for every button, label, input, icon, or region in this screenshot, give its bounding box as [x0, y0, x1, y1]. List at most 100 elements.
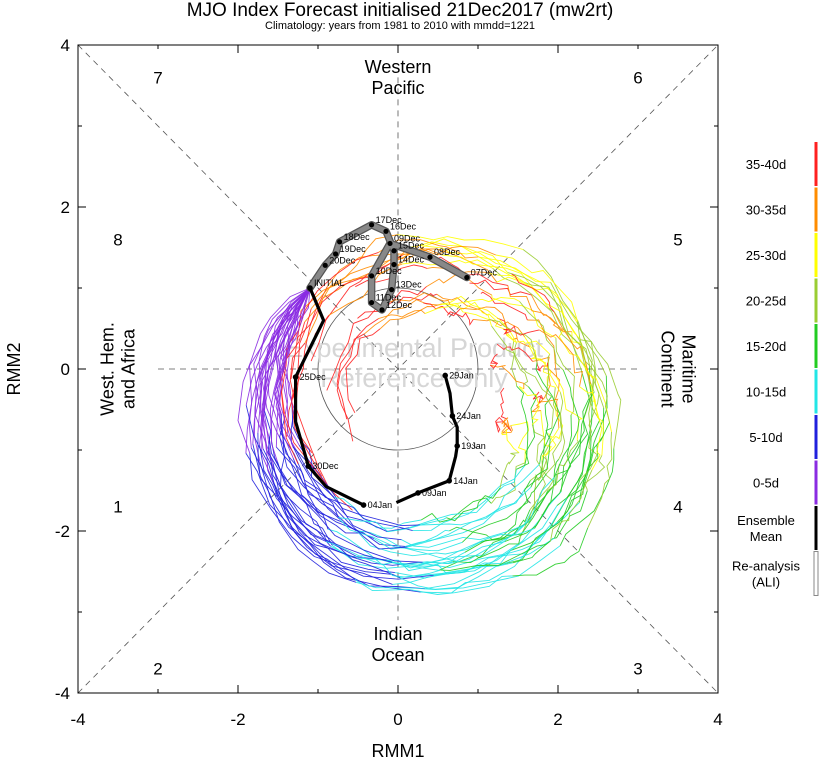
reanalysis-point — [379, 307, 385, 313]
ensemble-member-segment — [386, 292, 451, 305]
ensemble-member-segment — [488, 319, 538, 363]
ensemble-member-segment — [252, 443, 357, 583]
ensemble-member-segment — [252, 287, 311, 444]
ensemble-mean-point — [446, 477, 453, 484]
reanalysis-date-label: 15Dec — [398, 241, 425, 251]
ensemble-member-segment — [290, 408, 341, 520]
legend-label: (ALI) — [752, 575, 780, 590]
ensemble-member-segment — [579, 379, 598, 481]
reanalysis-date-label: INITIAL — [314, 278, 345, 288]
ensemble-member-segment — [255, 287, 311, 471]
chart-subtitle: Climatology: years from 1981 to 2010 wit… — [265, 20, 535, 32]
ensemble-member-segment — [557, 420, 601, 523]
reanalysis-point — [369, 273, 375, 279]
ensemble-member-segment — [273, 287, 311, 415]
ensemble-member-segment — [501, 417, 509, 433]
ensemble-member-segment — [529, 455, 549, 511]
ensemble-member-segment — [378, 309, 426, 320]
ensemble-member-segment — [522, 249, 607, 376]
ensemble-member-segment — [280, 413, 339, 518]
ensemble-member-segment — [267, 470, 421, 593]
phase-number: 6 — [633, 68, 642, 87]
ensemble-member-segment — [491, 295, 557, 339]
ensemble-member-segment — [283, 287, 311, 420]
ensemble-member-segment — [338, 516, 447, 533]
x-tick-label: 0 — [393, 710, 402, 729]
ensemble-member-segment — [392, 527, 535, 566]
reanalysis-point — [322, 262, 328, 268]
x-tick-label: -4 — [70, 710, 85, 729]
ensemble-member-segment — [555, 337, 575, 416]
ensemble-member-segment — [378, 239, 479, 259]
ensemble-member-segment — [402, 259, 493, 269]
ensemble-member-segment — [558, 330, 612, 433]
reanalysis-date-label: 17Dec — [376, 215, 403, 225]
ensemble-member-segment — [253, 287, 311, 462]
ensemble-member-segment — [505, 333, 551, 355]
ensemble-member-segment — [296, 254, 404, 339]
ensemble-member-segment — [441, 254, 550, 309]
legend-label: 20-25d — [746, 294, 786, 309]
ensemble-member-segment — [409, 469, 517, 529]
region-label-line: Indian — [373, 624, 422, 644]
reanalysis-date-label: 13Dec — [396, 280, 423, 290]
ensemble-member-segment — [524, 396, 552, 490]
ensemble-member-segment — [356, 557, 486, 575]
legend-label: 10-15d — [746, 385, 786, 400]
ensemble-member-segment — [373, 538, 506, 562]
ensemble-member-segment — [281, 310, 302, 465]
ensemble-member-segment — [269, 453, 387, 561]
ensemble-mean-track — [294, 287, 365, 507]
legend-label: Ensemble — [737, 513, 795, 528]
ensemble-member-segment — [512, 490, 588, 564]
watermark-text: Reference Only — [320, 363, 508, 393]
ensemble-member-segment — [295, 449, 413, 532]
ensemble-member-segment — [438, 301, 492, 327]
region-label: West. Hem. and Africa — [98, 322, 139, 416]
ensemble-member-segment — [354, 575, 513, 595]
ensemble-member-segment — [261, 287, 311, 449]
reanalysis-date-label: 20Dec — [329, 255, 356, 265]
ensemble-member-segment — [489, 353, 499, 369]
legend-swatch — [813, 551, 819, 596]
x-tick-label: 2 — [553, 710, 562, 729]
unit-circle — [317, 287, 479, 451]
ensemble-member-segment — [540, 410, 552, 461]
ensemble-member-segment — [290, 251, 379, 380]
x-axis-label: RMM1 — [372, 741, 425, 761]
ensemble-member-segment — [550, 282, 605, 409]
ensemble-member-segment — [426, 274, 493, 296]
region-label-line: Pacific — [371, 78, 424, 98]
ensemble-member-segment — [271, 287, 311, 462]
ensemble-member-segment — [491, 325, 518, 387]
ensemble-member-segment — [518, 386, 540, 425]
ensemble-member-segment — [532, 356, 560, 401]
legend-label: 30-35d — [746, 203, 786, 218]
ensemble-member-segment — [452, 509, 531, 564]
reanalysis-date-label: 19Dec — [340, 244, 367, 254]
phase-number: 1 — [113, 498, 122, 517]
ensemble-member-segment — [516, 386, 538, 470]
ensemble-member-segment — [394, 505, 558, 579]
ensemble-member-segment — [407, 486, 532, 548]
ensemble-member-segment — [417, 491, 562, 569]
ensemble-member-segment — [553, 387, 566, 460]
ensemble-member-segment — [510, 421, 529, 463]
ensemble-member-segment — [512, 329, 530, 348]
ensemble-mean-date-label: 30Dec — [312, 461, 339, 471]
ensemble-member-segment — [507, 285, 564, 331]
chart-title: MJO Index Forecast initialised 21Dec2017… — [186, 0, 614, 21]
ensemble-mean-date-label: 19Jan — [461, 441, 486, 451]
reanalysis-point — [369, 299, 375, 306]
ensemble-member-segment — [523, 281, 595, 393]
ensemble-member-segment — [397, 234, 524, 250]
ensemble-member-segment — [422, 477, 555, 564]
ensemble-member-segment — [245, 453, 393, 585]
ensemble-member-segment — [503, 328, 540, 336]
ensemble-member-segment — [545, 427, 560, 457]
ensemble-member-segment — [553, 369, 580, 478]
reanalysis-date-label: 11Dec — [376, 293, 402, 303]
ensemble-mean-date-label: 25Dec — [300, 372, 327, 382]
